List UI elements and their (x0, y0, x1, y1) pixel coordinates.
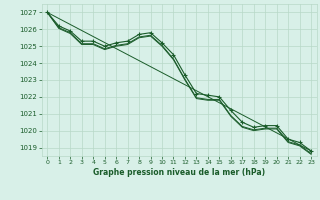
X-axis label: Graphe pression niveau de la mer (hPa): Graphe pression niveau de la mer (hPa) (93, 168, 265, 177)
